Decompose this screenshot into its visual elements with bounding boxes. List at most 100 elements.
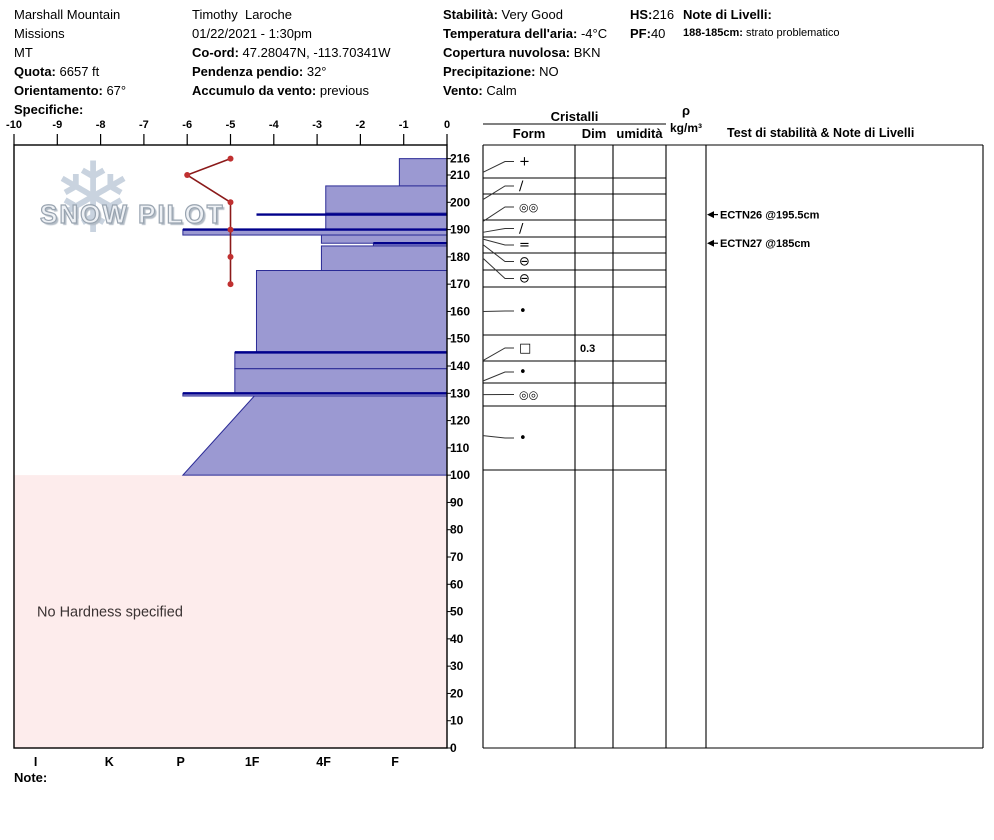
temp-point <box>227 155 234 162</box>
depth-axis-label: 80 <box>450 523 464 537</box>
test-annotation: ECTN27 @185cm <box>720 238 810 250</box>
elevation-value: 6657 ft <box>55 64 100 79</box>
crystal-leader-line <box>482 435 514 439</box>
hardness-axis-tick-label: -3 <box>312 119 322 131</box>
crystal-leader-line <box>482 244 514 262</box>
crystal-leader-line <box>482 228 514 233</box>
tests-column-header: Test di stabilità & Note di Livelli <box>727 126 915 140</box>
crystal-form-symbol: • <box>519 431 527 446</box>
crystal-leader-line <box>482 206 514 222</box>
pit-datetime: 01/22/2021 - 1:30pm <box>192 26 312 41</box>
density-units-label: kg/m³ <box>669 121 702 135</box>
pit-state: MT <box>14 45 33 60</box>
crystal-leader-line <box>482 185 514 200</box>
no-hardness-label: No Hardness specified <box>37 605 183 621</box>
crystal-form-symbol: + <box>519 155 530 170</box>
hardness-axis-tick-label: 0 <box>444 119 450 131</box>
elevation-label: Quota: <box>14 64 56 79</box>
depth-axis-label: 190 <box>450 223 470 237</box>
snowflake-icon: ❄ <box>52 142 135 256</box>
temp-profile-line <box>185 157 232 285</box>
hardness-axis-tick-label: -10 <box>6 119 22 131</box>
hardness-bar <box>398 158 448 187</box>
air-temp-row: Temperatura dell'aria: -4°C <box>443 24 607 43</box>
wind-loading-value: previous <box>316 83 369 98</box>
hardness-axis-tick-label: -8 <box>96 119 106 131</box>
hardness-category-label: K <box>105 755 114 769</box>
air-temp-label: Temperatura dell'aria: <box>443 26 578 41</box>
depth-axis-label: 90 <box>450 495 464 509</box>
test-annotation: ECTN26 @195.5cm <box>720 210 820 222</box>
depth-axis-label: 170 <box>450 277 470 291</box>
hardness-category-label: F <box>391 755 399 769</box>
hs-label: HS: <box>630 7 653 22</box>
crystal-form-symbol: = <box>519 238 530 253</box>
depth-axis-label: 100 <box>450 468 470 482</box>
stability-label: Stabilità: <box>443 7 498 22</box>
pf-value: 40 <box>650 26 666 41</box>
layer-note-text: strato problematico <box>742 27 840 39</box>
hardness-axis-tick-label: -4 <box>269 119 280 131</box>
sky-cover-value: BKN <box>570 45 601 60</box>
slope-angle-label: Pendenza pendio: <box>192 64 304 79</box>
sky-cover-label: Copertura nuvolosa: <box>443 45 571 60</box>
hardness-category-label: 1F <box>245 755 260 769</box>
hardness-category-label: P <box>177 755 185 769</box>
crystal-form-symbol: ◎◎ <box>519 389 538 402</box>
aspect-label: Orientamento: <box>14 83 103 98</box>
crystal-form-symbol: ∕ <box>519 179 524 194</box>
depth-axis-label: 140 <box>450 359 470 373</box>
pit-location-line1: Marshall Mountain <box>14 7 121 22</box>
depth-axis-label: 150 <box>450 332 470 346</box>
hardness-bar <box>325 185 448 214</box>
crystal-dim-value: 0.3 <box>580 343 595 355</box>
depth-axis-label: 30 <box>450 659 464 673</box>
form-column-header: Form <box>512 126 546 141</box>
humidity-column-header: umidità <box>616 126 663 141</box>
hs-row: HS:216 <box>630 5 674 24</box>
crystal-leader-line <box>482 161 514 173</box>
density-column-header: ρ <box>681 103 691 118</box>
layer-note-row: 188-185cm: strato problematico <box>683 26 840 41</box>
depth-axis-label: 216 <box>450 152 470 166</box>
precipitation-value: NO <box>535 64 559 79</box>
hs-value: 216 <box>652 7 675 22</box>
stability-value: Very Good <box>497 7 563 22</box>
hardness-bar <box>234 351 448 370</box>
hardness-bar <box>255 270 448 353</box>
layer-note-depth: 188-185cm: <box>683 27 743 39</box>
temp-point <box>227 281 234 288</box>
dim-column-header: Dim <box>581 126 607 141</box>
hardness-axis-tick-label: -5 <box>226 119 236 131</box>
wind-value: Calm <box>482 83 517 98</box>
hardness-bar <box>234 368 448 394</box>
depth-axis-label: 160 <box>450 304 470 318</box>
pit-location-line2: Missions <box>14 26 65 41</box>
elevation-row: Quota: 6657 ft <box>14 62 99 81</box>
hardness-axis-tick-label: -1 <box>399 119 409 131</box>
crystal-form-symbol: • <box>519 365 527 380</box>
test-annotation-arrow-icon <box>707 211 714 219</box>
air-temp-value: -4°C <box>577 26 608 41</box>
crystal-form-symbol: • <box>519 304 527 319</box>
specifics-label: Specifiche: <box>14 102 84 117</box>
precipitation-row: Precipitazione: NO <box>443 62 559 81</box>
hardness-bar <box>181 395 448 476</box>
aspect-value: 67° <box>102 83 127 98</box>
layer-notes-header: Note di Livelli: <box>683 7 772 22</box>
stability-row: Stabilità: Very Good <box>443 5 563 24</box>
temp-point <box>184 172 191 179</box>
aspect-row: Orientamento: 67° <box>14 81 126 100</box>
no-hardness-region <box>14 475 447 748</box>
crystal-leader-line <box>482 371 514 382</box>
hardness-axis-tick-label: -9 <box>52 119 62 131</box>
temp-point <box>227 253 234 260</box>
hardness-axis-tick-label: -2 <box>356 119 366 131</box>
temp-point <box>227 226 234 233</box>
depth-axis-label: 40 <box>450 632 464 646</box>
depth-axis-label: 10 <box>450 714 464 728</box>
crystal-leader-line <box>482 347 514 361</box>
hardness-bar <box>320 234 448 244</box>
test-annotation-arrow-icon <box>707 239 714 247</box>
